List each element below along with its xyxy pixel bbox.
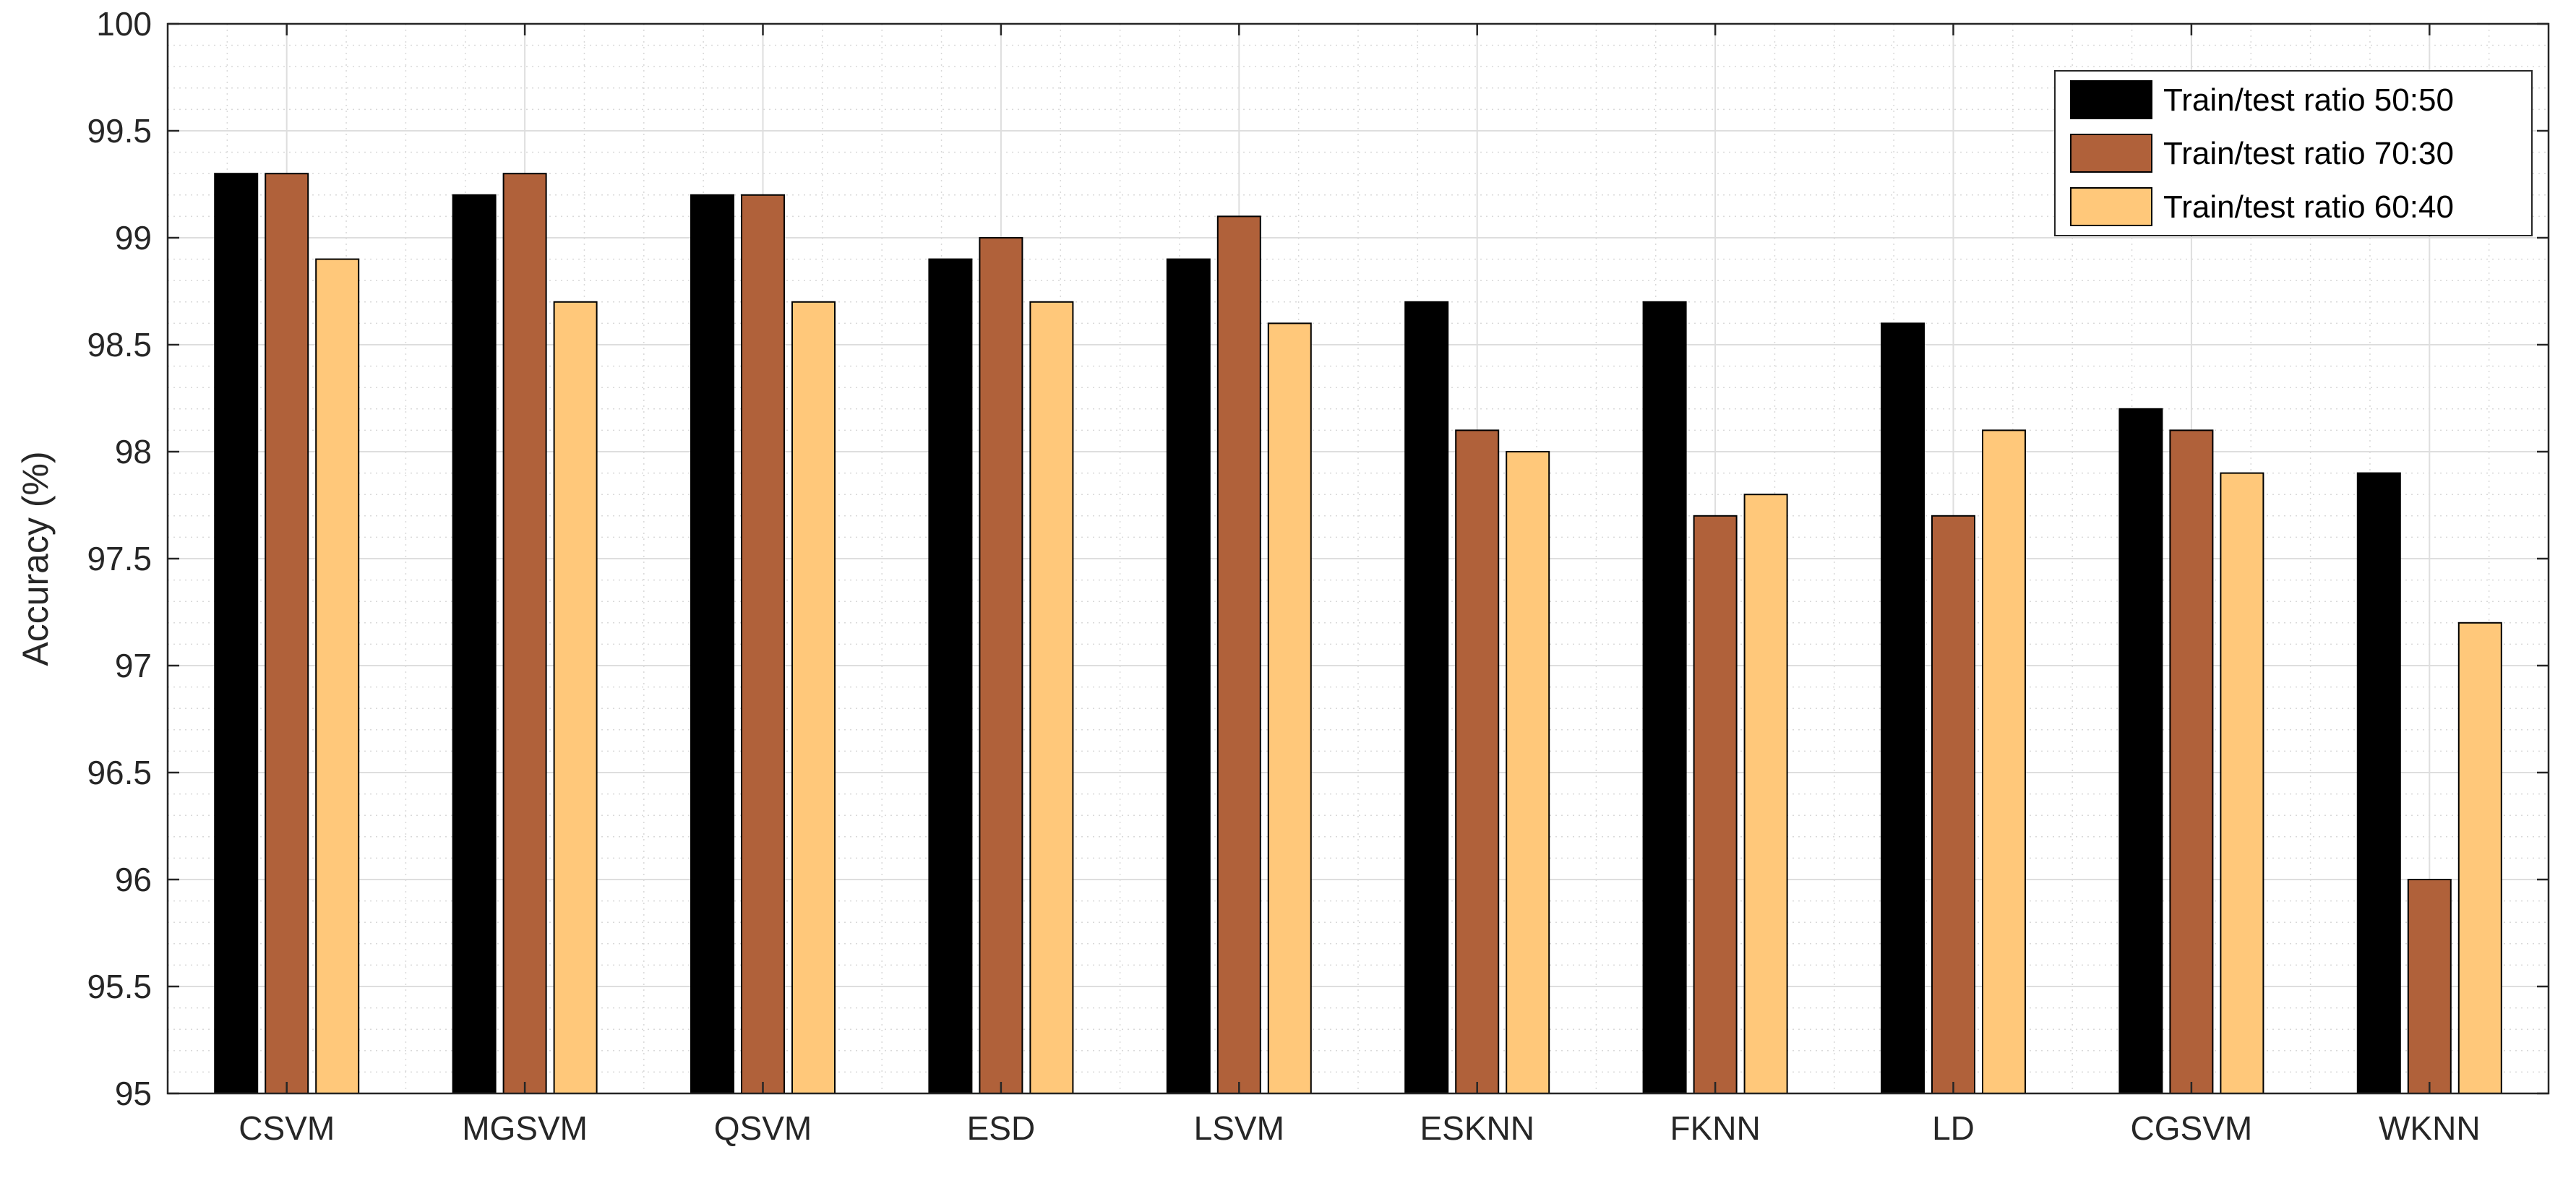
y-tick-label: 97.5: [87, 540, 152, 577]
bar: [315, 258, 360, 1095]
bar: [2220, 472, 2264, 1094]
bar: [690, 194, 734, 1094]
bar: [502, 173, 547, 1095]
x-tick-label: CSVM: [239, 1109, 335, 1147]
x-tick-label: MGSVM: [462, 1109, 588, 1147]
bar: [553, 301, 598, 1094]
x-tick-label: ESKNN: [1420, 1109, 1534, 1147]
y-tick-label: 96.5: [87, 754, 152, 791]
bar: [2118, 408, 2163, 1094]
bar: [1982, 429, 2026, 1094]
bar: [1267, 322, 1312, 1094]
bar: [265, 173, 309, 1095]
y-axis-label: Accuracy (%): [15, 451, 56, 666]
legend-label: Train/test ratio 50:50: [2163, 82, 2454, 118]
y-tick-label: 96: [115, 861, 152, 898]
bar: [928, 258, 973, 1095]
y-tick-label: 95.5: [87, 968, 152, 1005]
legend: Train/test ratio 50:50 Train/test ratio 7…: [2054, 70, 2533, 236]
x-tick-label: ESD: [967, 1109, 1036, 1147]
bar: [2407, 879, 2452, 1094]
y-tick-label: 97: [115, 647, 152, 684]
bar: [791, 301, 836, 1094]
bar: [1642, 301, 1687, 1094]
bar: [1166, 258, 1211, 1095]
y-tick-label: 100: [96, 5, 152, 43]
legend-label: Train/test ratio 60:40: [2163, 189, 2454, 225]
bar: [1931, 515, 1975, 1094]
bar: [2457, 622, 2502, 1094]
y-tick-label: 98.5: [87, 326, 152, 364]
x-tick-label: LD: [1932, 1109, 1975, 1147]
x-tick-label: LSVM: [1194, 1109, 1284, 1147]
bar: [1693, 515, 1738, 1094]
axes: [166, 22, 2550, 1095]
legend-label: Train/test ratio 70:30: [2163, 136, 2454, 171]
bar: [2169, 429, 2214, 1094]
x-tick-label: CGSVM: [2131, 1109, 2253, 1147]
bar: [452, 194, 497, 1094]
y-tick-label: 99.5: [87, 112, 152, 150]
x-tick-label: WKNN: [2379, 1109, 2481, 1147]
y-tick-label: 98: [115, 433, 152, 470]
y-tick-label: 95: [115, 1075, 152, 1112]
bar: [1743, 494, 1788, 1094]
legend-swatch: [2070, 134, 2152, 173]
bar: [1881, 322, 1925, 1094]
bar: [979, 237, 1023, 1094]
bar: [2356, 472, 2401, 1094]
x-tick-label: FKNN: [1670, 1109, 1760, 1147]
bar: [1029, 301, 1074, 1094]
y-tick-label: 99: [115, 219, 152, 257]
bar: [741, 194, 785, 1094]
legend-swatch: [2070, 187, 2152, 226]
bar: [1455, 429, 1500, 1094]
x-tick-label: QSVM: [714, 1109, 812, 1147]
bar: [1216, 215, 1261, 1094]
bars: [214, 173, 2502, 1095]
x-tick-labels: CSVM MGSVM QSVM ESD LSVM ESKNN FKNN LD CGSVM WKNN: [239, 1109, 2480, 1147]
bar: [1506, 451, 1550, 1094]
bar: [1404, 301, 1449, 1094]
bar: [214, 173, 259, 1095]
y-tick-labels: 95 95.5 96 96.5 97 97.5 98 98.5 99 99.5 100: [87, 5, 152, 1112]
legend-swatch: [2070, 80, 2152, 119]
